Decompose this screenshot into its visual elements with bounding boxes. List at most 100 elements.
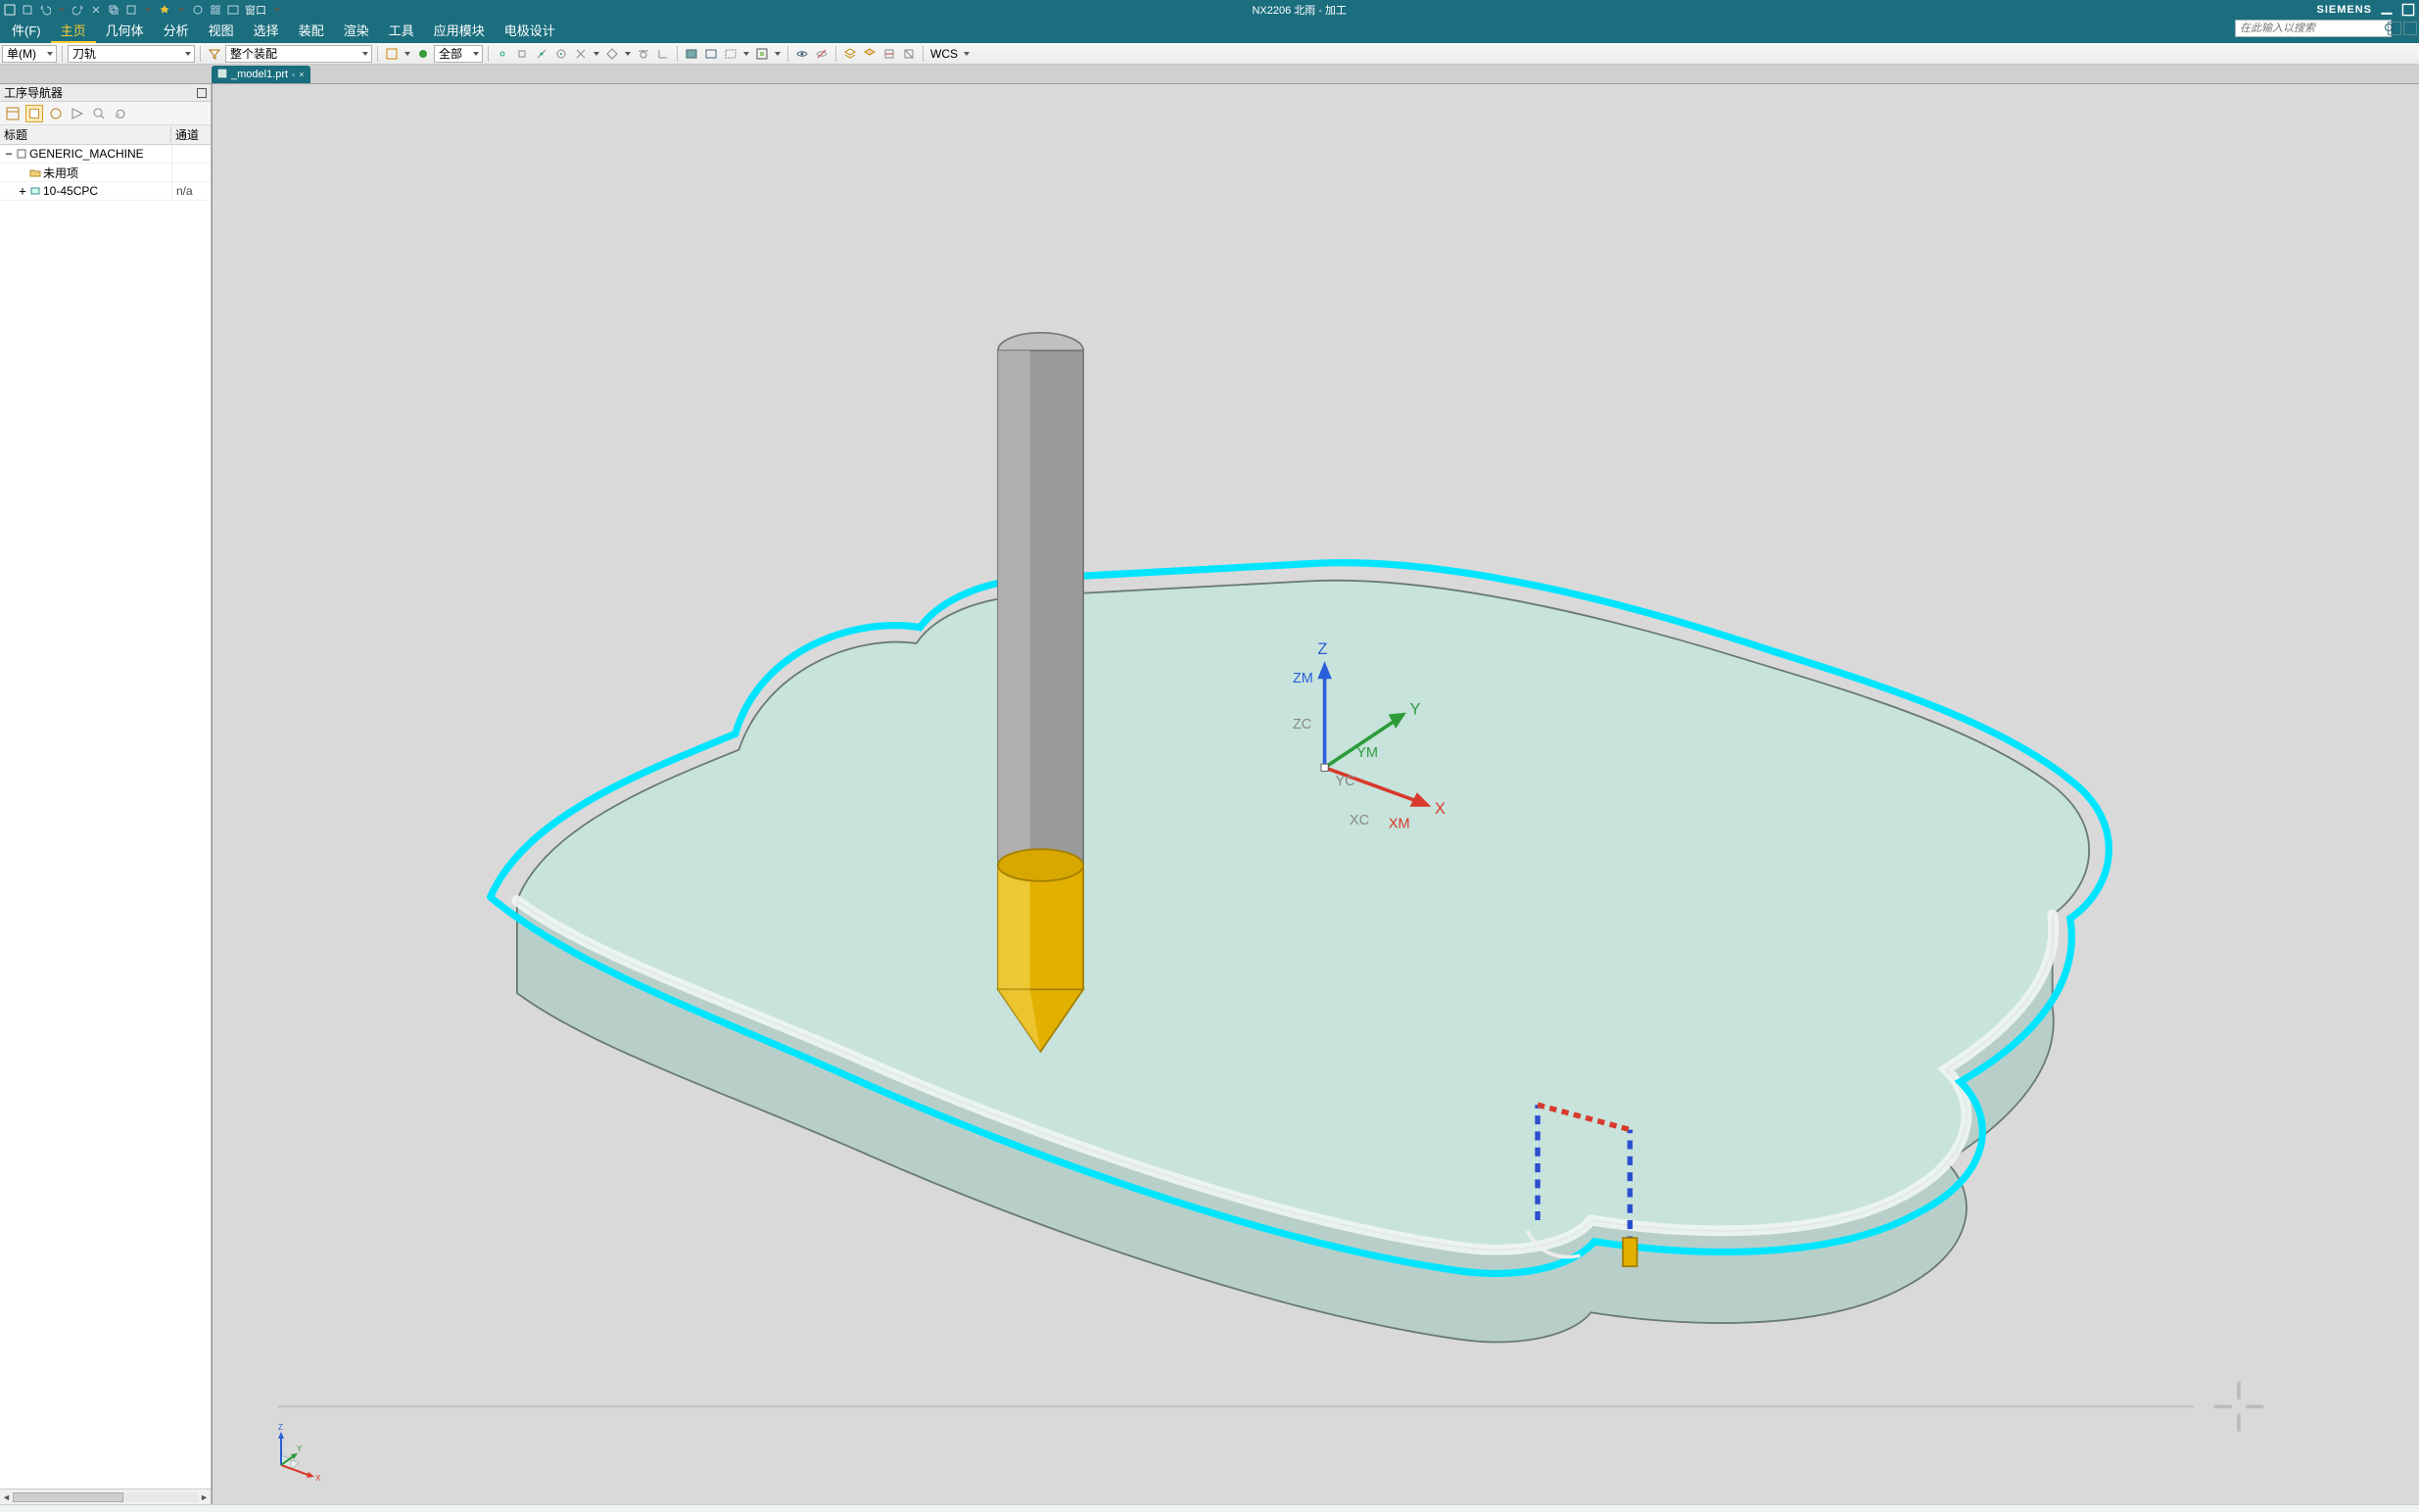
- navigator-title: 工序导航器: [4, 84, 63, 101]
- tree-row[interactable]: 未用项: [0, 164, 211, 182]
- eye-show-icon[interactable]: [794, 46, 810, 62]
- qat-paste-icon[interactable]: [125, 4, 137, 16]
- caret-icon: [145, 8, 151, 12]
- view-wire-icon[interactable]: [723, 46, 738, 62]
- ribbon-tab[interactable]: 选择: [244, 18, 289, 43]
- ribbon-tab[interactable]: 工具: [379, 18, 424, 43]
- ribbon-tab[interactable]: 视图: [199, 18, 244, 43]
- ribbon-tab[interactable]: 装配: [289, 18, 334, 43]
- close-icon[interactable]: ×: [299, 70, 304, 79]
- svg-text:Y: Y: [297, 1444, 303, 1453]
- twist-icon[interactable]: −: [4, 147, 14, 161]
- tree-label: 10-45CPC: [43, 184, 98, 198]
- collapse-ribbon-icon[interactable]: ▾: [2403, 22, 2417, 35]
- layer-move-icon[interactable]: [862, 46, 877, 62]
- tree-channel: [171, 145, 211, 163]
- snap-end-icon[interactable]: [514, 46, 530, 62]
- green-dot-icon[interactable]: [415, 46, 431, 62]
- svg-text:ZM: ZM: [1293, 671, 1313, 686]
- maximize-button[interactable]: [2401, 3, 2415, 17]
- search-input[interactable]: [2236, 23, 2384, 34]
- scroll-left-icon[interactable]: ◄: [2, 1492, 11, 1502]
- filter-icon[interactable]: [207, 46, 222, 62]
- qat-grid-icon[interactable]: [210, 4, 221, 16]
- snap-mid-icon[interactable]: [534, 46, 549, 62]
- nav-program-view-icon[interactable]: [4, 105, 22, 122]
- view-shade1-icon[interactable]: [684, 46, 699, 62]
- qat-window-icon[interactable]: [227, 4, 239, 16]
- nav-find-icon[interactable]: [90, 105, 108, 122]
- document-tabs: _model1.prt ▫ ×: [0, 65, 2419, 84]
- svg-text:X: X: [315, 1474, 321, 1483]
- ribbon-tab[interactable]: 应用模块: [424, 18, 495, 43]
- ribbon-tab[interactable]: 主页: [51, 18, 96, 43]
- wcs-label[interactable]: WCS: [930, 47, 958, 61]
- nav-method-view-icon[interactable]: [69, 105, 86, 122]
- qat-save-icon[interactable]: [22, 4, 33, 16]
- qat-app-icon[interactable]: [4, 4, 16, 16]
- mini-triad: Z X Y: [261, 1416, 330, 1485]
- nav-geom-view-icon[interactable]: [47, 105, 65, 122]
- navigator-pin-icon[interactable]: [197, 88, 207, 98]
- qat-window-menu[interactable]: 窗口: [245, 2, 266, 18]
- minimize-button[interactable]: [2380, 3, 2394, 17]
- view-shade2-icon[interactable]: [703, 46, 719, 62]
- scope-combo[interactable]: 全部: [434, 45, 483, 63]
- layer-icon[interactable]: [842, 46, 858, 62]
- navigator-toolbar: [0, 102, 211, 125]
- graphics-viewport[interactable]: Z ZM X XM Y YM ZC YC XC: [212, 84, 2419, 1504]
- qat-copy-icon[interactable]: [108, 4, 119, 16]
- twist-icon[interactable]: +: [18, 184, 27, 198]
- clip-icon[interactable]: [881, 46, 897, 62]
- brand-label: SIEMENS: [2316, 4, 2372, 16]
- ribbon-tab[interactable]: 分析: [154, 18, 199, 43]
- column-title[interactable]: 标题: [0, 126, 171, 143]
- qat-touch-icon[interactable]: [192, 4, 204, 16]
- status-bar: [0, 1504, 2419, 1512]
- ribbon-tab[interactable]: 渲染: [334, 18, 379, 43]
- sel-filter-icon[interactable]: [384, 46, 400, 62]
- navigator-tree[interactable]: −GENERIC_MACHINE未用项+10-45CPCn/a: [0, 145, 211, 1488]
- eye-hide-icon[interactable]: [814, 46, 830, 62]
- view-fit-icon[interactable]: [754, 46, 770, 62]
- fullscreen-icon[interactable]: ⤢: [2388, 22, 2401, 35]
- menubar-wrap: 件(F)主页几何体分析视图选择装配渲染工具应用模块电极设计 ⤢ ▾: [0, 20, 2419, 43]
- ribbon-tab[interactable]: 几何体: [96, 18, 154, 43]
- qat-redo-icon[interactable]: [72, 4, 84, 16]
- nav-refresh-icon[interactable]: [112, 105, 129, 122]
- snap-int-icon[interactable]: [573, 46, 589, 62]
- caret-icon: [178, 8, 184, 12]
- qat-cut-icon[interactable]: [90, 4, 102, 16]
- titlebar: 窗口 NX2206 北雨 - 加工 SIEMENS: [0, 0, 2419, 20]
- folder-icon: [29, 166, 41, 178]
- document-tab[interactable]: _model1.prt ▫ ×: [212, 66, 310, 83]
- tree-row[interactable]: +10-45CPCn/a: [0, 182, 211, 201]
- navigator-title-bar: 工序导航器: [0, 84, 211, 102]
- tree-row[interactable]: −GENERIC_MACHINE: [0, 145, 211, 164]
- ribbon-tab[interactable]: 电极设计: [495, 18, 565, 43]
- snap-quad-icon[interactable]: [604, 46, 620, 62]
- pin-icon[interactable]: ▫: [292, 70, 295, 79]
- ribbon-tab[interactable]: 件(F): [2, 18, 51, 43]
- navigator-hscroll[interactable]: ◄ ►: [0, 1488, 211, 1504]
- snap-perp-icon[interactable]: [655, 46, 671, 62]
- svg-text:XC: XC: [1350, 813, 1369, 828]
- assembly-combo[interactable]: 整个装配: [225, 45, 372, 63]
- section-icon[interactable]: [901, 46, 917, 62]
- machine-icon: [16, 148, 27, 160]
- snap-tan-icon[interactable]: [636, 46, 651, 62]
- nav-machine-view-icon[interactable]: [25, 105, 43, 122]
- svg-text:XM: XM: [1389, 816, 1410, 831]
- command-search[interactable]: [2235, 20, 2392, 37]
- qat-star-icon[interactable]: [159, 4, 170, 16]
- column-channel[interactable]: 通道: [171, 126, 211, 143]
- qat-undo-icon[interactable]: [39, 4, 51, 16]
- scroll-right-icon[interactable]: ►: [200, 1492, 209, 1502]
- menu-combo[interactable]: 单(M): [2, 45, 57, 63]
- snap-center-icon[interactable]: [553, 46, 569, 62]
- caret-icon: [274, 8, 280, 12]
- caret-icon: [59, 8, 65, 12]
- tab-icon: [217, 69, 227, 81]
- toolpath-combo[interactable]: 刀轨: [68, 45, 195, 63]
- snap-point-icon[interactable]: [495, 46, 510, 62]
